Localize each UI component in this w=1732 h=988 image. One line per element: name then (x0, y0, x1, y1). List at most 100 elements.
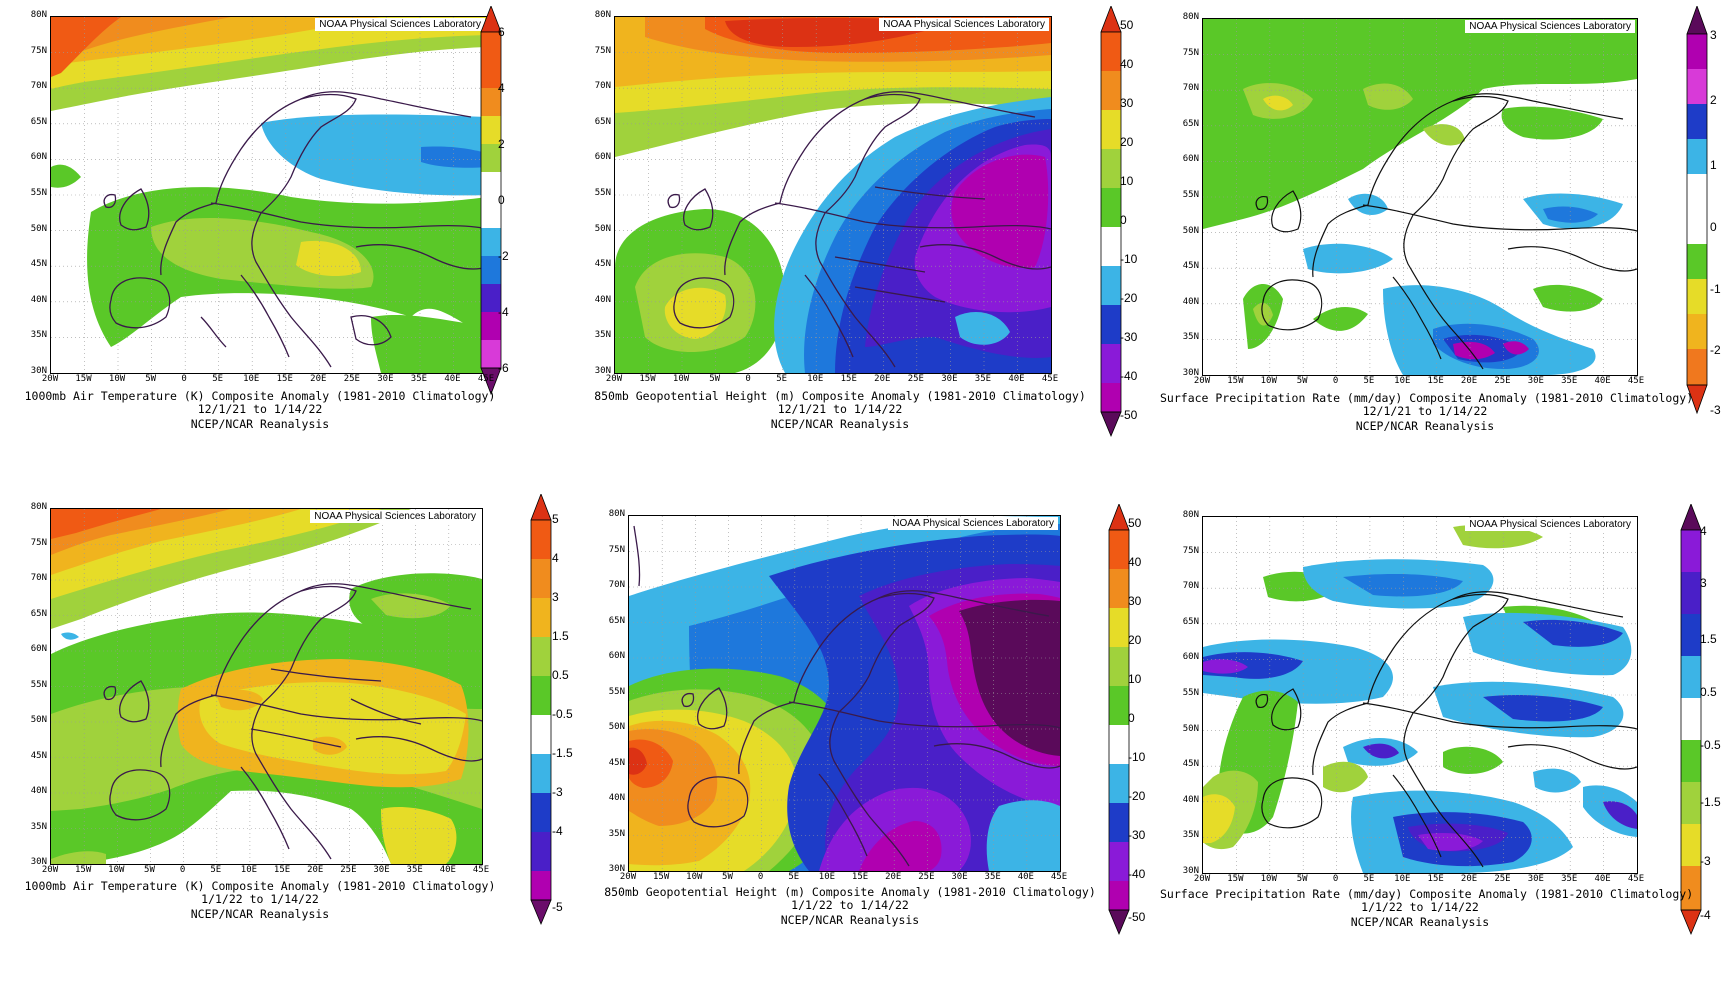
colorbar-tick: -3 (552, 785, 563, 799)
lon-tick-label: 40E (1008, 374, 1025, 384)
lat-tick-label: 45N (30, 259, 47, 270)
caption-dates: 1/1/22 to 1/14/22 (1361, 900, 1479, 914)
colorbar-tick: -3 (1710, 403, 1721, 417)
colorbar-tick: -4 (552, 824, 563, 838)
lon-tick-label: 5E (212, 374, 224, 384)
lat-tick-label: 30N (30, 366, 47, 376)
caption-source: NCEP/NCAR Reanalysis (190, 417, 330, 431)
lat-tick-label: 70N (30, 81, 47, 92)
lat-tick-label: 60N (1182, 652, 1199, 663)
caption-dates: 12/1/21 to 1/14/22 (777, 402, 903, 416)
lon-tick-label: 35E (406, 865, 423, 875)
caption-title: 850mb Geopotential Height (m) Composite … (604, 885, 1096, 899)
lat-tick-label: 75N (594, 45, 611, 56)
lat-tick-label: 80N (1182, 12, 1199, 22)
lon-tick-label: 20W (1193, 874, 1211, 884)
colorbar (480, 6, 502, 396)
colorbar-tick: 0 (1120, 213, 1127, 227)
lon-tick-label: 5W (144, 865, 155, 875)
caption-dates: 12/1/21 to 1/14/22 (197, 402, 323, 416)
lon-tick-label: 25E (1494, 376, 1511, 386)
source-badge: NOAA Physical Sciences Laboratory (1465, 20, 1635, 33)
colorbar-tick: -3 (1700, 854, 1711, 868)
panel-caption: 850mb Geopotential Height (m) Composite … (600, 886, 1100, 927)
caption-source: NCEP/NCAR Reanalysis (780, 913, 920, 927)
coastlines (633, 525, 1060, 867)
caption-title: 850mb Geopotential Height (m) Composite … (594, 389, 1086, 403)
lat-tick-label: 30N (594, 366, 611, 376)
caption-title: Surface Precipitation Rate (mm/day) Comp… (1160, 391, 1694, 405)
lat-tick-label: 80N (594, 10, 611, 20)
caption-title: 1000mb Air Temperature (K) Composite Ano… (24, 389, 496, 403)
lon-tick-label: 20E (310, 374, 327, 384)
panel-caption: 1000mb Air Temperature (K) Composite Ano… (20, 390, 500, 431)
lon-tick-label: 15W (75, 865, 92, 875)
colorbar-tick: 0 (1128, 711, 1135, 725)
lon-tick-label: 0 (745, 374, 751, 384)
colorbar-tick: 3 (552, 590, 559, 604)
lat-tick-label: 80N (30, 10, 47, 20)
colorbar-tick: 4 (1700, 524, 1707, 538)
lon-tick-label: 5W (145, 374, 157, 384)
lat-tick-label: 75N (608, 544, 625, 555)
colorbar-tick: 20 (1120, 135, 1134, 149)
lon-tick-label: 25E (343, 374, 360, 384)
lon-tick-label: 30E (941, 374, 958, 384)
lon-tick-label: 35E (984, 872, 1001, 882)
lon-tick-label: 10W (672, 374, 690, 384)
grid-lines (1203, 19, 1637, 375)
lat-tick-label: 50N (1182, 225, 1199, 236)
lon-tick-label: 25E (340, 865, 357, 875)
colorbar-tick: 50 (1128, 516, 1142, 530)
lat-tick-label: 40N (594, 294, 611, 305)
anomaly-field (1203, 517, 1637, 873)
source-badge: NOAA Physical Sciences Laboratory (310, 510, 480, 523)
lon-tick-label: 35E (1561, 874, 1578, 884)
caption-source: NCEP/NCAR Reanalysis (190, 907, 330, 921)
coastlines (667, 91, 1051, 368)
colorbar-tick: 0 (1710, 220, 1717, 234)
colorbar-tick: 2 (498, 137, 505, 151)
lat-tick-label: 35N (30, 821, 47, 832)
lon-tick-label: 10W (108, 374, 126, 384)
colorbar-tick: 0.5 (1700, 685, 1717, 699)
lon-tick-label: 5E (776, 374, 788, 384)
lat-tick-label: 50N (30, 223, 47, 234)
lat-tick-label: 75N (30, 45, 47, 56)
lon-tick-label: 15E (1427, 874, 1444, 884)
colorbar-tick: 10 (1128, 672, 1142, 686)
lon-tick-label: 15E (1427, 376, 1444, 386)
lat-tick-label: 40N (1182, 296, 1199, 307)
lat-tick-label: 55N (1182, 190, 1199, 200)
colorbar-tick: -30 (1120, 330, 1138, 344)
lat-tick-label: 60N (594, 152, 611, 163)
lat-tick-label: 65N (1182, 118, 1199, 129)
lon-tick-label: 5E (1363, 376, 1375, 386)
colorbar-tick: 4 (498, 81, 505, 95)
lon-tick-label: 45E (1627, 376, 1645, 386)
lat-tick-label: 70N (594, 81, 611, 92)
lon-tick-label: 30E (377, 374, 394, 384)
colorbar-tick: 0.5 (552, 668, 569, 682)
source-badge: NOAA Physical Sciences Laboratory (1465, 518, 1635, 531)
lat-tick-label: 80N (30, 502, 47, 512)
colorbar-tick: 1.5 (552, 629, 569, 643)
lat-tick-label: 65N (1182, 616, 1199, 627)
lat-tick-label: 30N (30, 857, 47, 867)
lat-tick-label: 50N (608, 722, 625, 732)
lon-tick-label: 35E (1561, 376, 1578, 386)
map-geopotential-dec: NOAA Physical Sciences Laboratory (614, 16, 1052, 374)
caption-source: NCEP/NCAR Reanalysis (770, 417, 910, 431)
lon-tick-label: 25E (1494, 874, 1511, 884)
lat-tick-label: 40N (1182, 794, 1199, 805)
lon-tick-label: 15E (273, 865, 291, 875)
lat-tick-label: 35N (594, 330, 611, 341)
colorbar-tick: -5 (552, 900, 563, 914)
colorbar-tick: 2 (1710, 93, 1717, 107)
colorbar (1100, 6, 1122, 438)
source-badge: NOAA Physical Sciences Laboratory (315, 18, 485, 31)
grid-lines (1203, 517, 1637, 873)
caption-dates: 1/1/22 to 1/14/22 (791, 898, 909, 912)
lat-tick-label: 30N (608, 864, 625, 874)
lat-tick-label: 80N (1182, 510, 1199, 520)
